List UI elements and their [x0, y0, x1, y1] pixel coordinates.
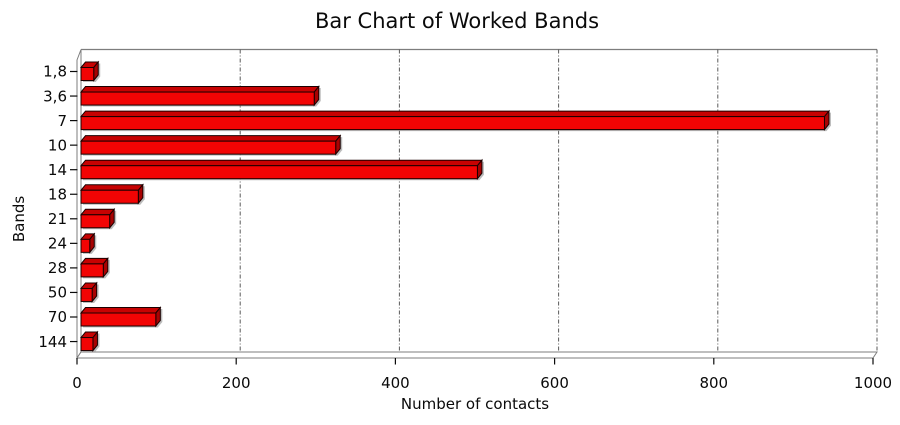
bar: [80, 238, 91, 253]
category-label: 50: [48, 284, 67, 302]
category-label: 21: [48, 210, 67, 228]
plot-left-wall: [76, 49, 82, 360]
x-tick-label: 400: [381, 374, 410, 392]
bar: [80, 337, 94, 352]
bar: [80, 189, 139, 204]
category-label: 18: [48, 185, 67, 203]
chart-title: Bar Chart of Worked Bands: [314, 9, 600, 33]
category-label: 28: [48, 259, 67, 277]
bar-top-face: [79, 110, 831, 118]
x-tick-label: 800: [699, 374, 728, 392]
category-label: 24: [48, 235, 67, 253]
bar: [80, 287, 93, 302]
category-label: 10: [48, 136, 67, 154]
bar: [80, 263, 104, 278]
x-tick-label: 600: [540, 374, 569, 392]
category-label: 3,6: [43, 87, 67, 105]
x-tick-label: 1000: [854, 374, 892, 392]
category-label: 14: [48, 161, 67, 179]
bar: [80, 214, 111, 229]
category-label: 1,8: [43, 63, 67, 81]
x-axis-title: Number of contacts: [400, 395, 550, 413]
bar-top-face: [79, 159, 483, 167]
bar: [80, 140, 337, 155]
bar: [80, 312, 157, 327]
bar: [80, 165, 478, 180]
bar-top-face: [79, 86, 320, 93]
bar-top-face: [79, 184, 144, 191]
x-tick-label: 200: [222, 374, 251, 392]
bar-top-face: [79, 135, 342, 142]
category-label: 70: [48, 308, 67, 326]
x-tick-label: 0: [72, 374, 82, 392]
category-label: 7: [57, 112, 67, 130]
bar-top-face: [79, 208, 116, 216]
bar-top-face: [79, 307, 162, 314]
plot-floor: [76, 351, 878, 359]
bar: [80, 91, 315, 106]
bar: [80, 116, 825, 131]
category-label: 144: [38, 333, 67, 351]
bar: [80, 67, 95, 81]
